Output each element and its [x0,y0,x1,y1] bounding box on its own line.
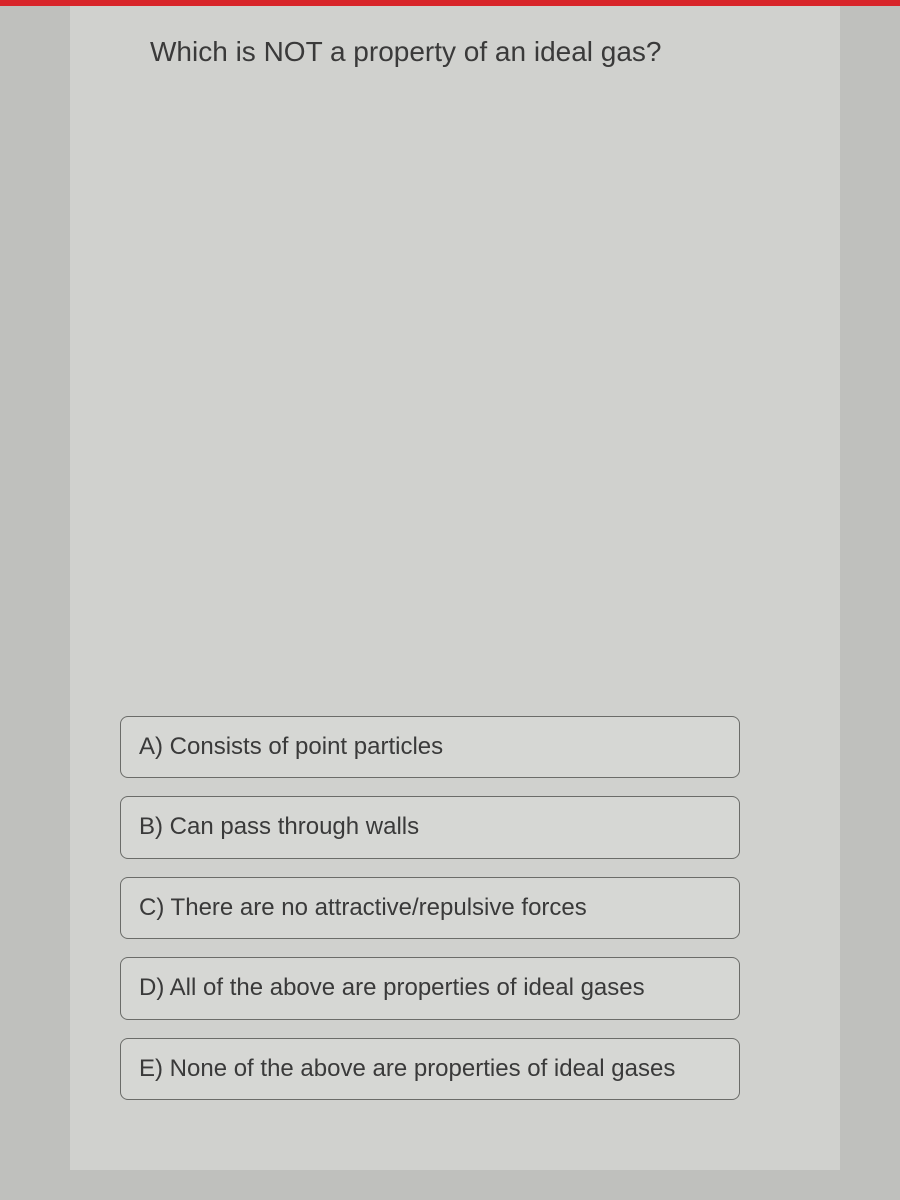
answer-option-d[interactable]: D) All of the above are properties of id… [120,957,740,1019]
question-text: Which is NOT a property of an ideal gas? [150,36,790,68]
spacer [120,68,790,716]
answer-option-b[interactable]: B) Can pass through walls [120,796,740,858]
answer-option-e[interactable]: E) None of the above are properties of i… [120,1038,740,1100]
quiz-panel: Which is NOT a property of an ideal gas?… [70,6,840,1170]
answer-list: A) Consists of point particles B) Can pa… [120,716,790,1100]
answer-option-c[interactable]: C) There are no attractive/repulsive for… [120,877,740,939]
answer-option-a[interactable]: A) Consists of point particles [120,716,740,778]
